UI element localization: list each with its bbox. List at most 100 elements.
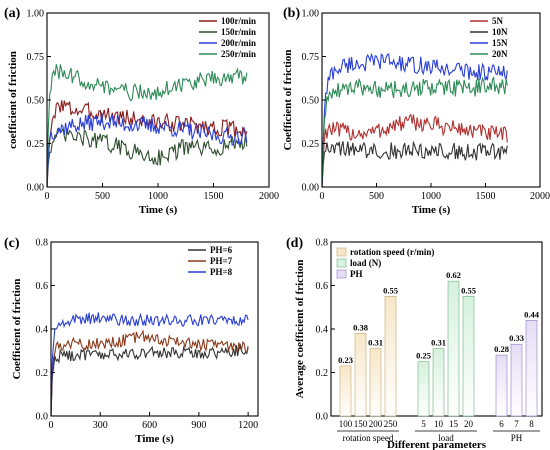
bar [384,296,397,417]
series-line-10N [321,140,508,188]
group-label: PH [511,433,523,443]
series-line-PH=6 [50,343,249,417]
bar [462,296,475,417]
bar-value-label: 0.62 [446,270,461,280]
bar [525,319,538,417]
y-tick-label: 1.00 [302,9,320,20]
y-tick-label: 0.75 [27,52,45,63]
legend-label: 100r/min [221,16,256,26]
y-tick-label: 0.00 [302,183,320,194]
x-tick-label: 1500 [204,191,224,202]
y-tick-label: 0.00 [27,183,45,194]
bar-value-label: 0.31 [368,338,383,348]
group-label: rotation speed [343,433,394,443]
panel-label: (a) [4,6,21,21]
x-category-label: 6 [499,419,504,429]
bar-value-label: 0.38 [353,322,368,332]
x-tick-label: 0 [45,191,50,202]
y-tick-label: 0.0 [316,412,329,423]
bar [447,280,460,417]
legend-label: PH=7 [210,256,233,266]
bar-value-label: 0.44 [524,309,540,319]
y-tick-label: 0.25 [27,139,45,150]
panel-label: (b) [283,6,300,21]
x-tick-label: 600 [142,420,157,431]
y-tick-label: 0.6 [36,281,49,292]
y-axis-title: Coefficient of friction [282,50,294,151]
y-tick-label: 0.50 [302,96,320,107]
bar-value-label: 0.33 [509,333,524,343]
x-tick-label: 0 [320,191,325,202]
panel-1: 0 500 1000 1500 2000 0.00 0.25 0.50 0.75 1.00 Time… [282,6,550,216]
group-label: load [438,433,454,443]
bar [354,333,367,417]
series-line-PH=8 [50,312,249,417]
legend-label: 5N [492,16,504,26]
bar [495,354,508,417]
panel-2: 0 300 600 900 1200 0.0 0.2 0.4 0.6 0.8 Time (s) Coe… [4,236,259,445]
x-tick-label: 300 [93,420,108,431]
y-axis-title: Average coefficient of friction [294,260,306,399]
bar-value-label: 0.23 [338,355,353,365]
x-category-label: 5 [421,419,426,429]
x-axis-title: Time (s) [139,204,178,216]
y-tick-label: 0.8 [36,238,49,249]
legend-label: PH [350,269,363,279]
x-tick-label: 1000 [421,191,441,202]
y-tick-label: 0.8 [316,238,329,249]
series-line-20N [321,76,508,188]
y-axis-title: Coefficient of friction [11,279,23,380]
x-category-label: 15 [449,419,459,429]
legend-label: 15N [492,38,508,48]
x-tick-label: 500 [369,191,384,202]
panel-0: 0 500 1000 1500 2000 0.00 0.25 0.50 0.75 1.00 Time… [4,6,279,216]
y-tick-label: 0.6 [316,281,329,292]
bar-value-label: 0.25 [416,351,431,361]
x-tick-label: 1500 [476,191,496,202]
legend-label: load (N) [350,258,381,268]
legend-label: 10N [492,27,508,37]
x-category-label: 7 [514,419,519,429]
x-tick-label: 1000 [148,191,168,202]
bar [510,343,523,417]
x-tick-label: 1200 [238,420,258,431]
y-tick-label: 0.4 [36,325,49,336]
y-axis-title: coefficient of friction [7,51,19,149]
series-line-200r/min [46,112,248,188]
panel-3: 0.0 0.2 0.4 0.6 0.8 0.23 100 0.38 150 0.31 200 0.55… [286,236,543,450]
legend-swatch [336,269,347,279]
x-tick-label: 900 [191,420,206,431]
series-line-15N [321,52,508,188]
x-category-label: 200 [369,419,383,429]
bar [369,348,382,417]
legend-label: PH=6 [210,245,233,255]
legend-label: 200r/min [221,38,256,48]
y-tick-label: 0.2 [316,368,329,379]
y-tick-label: 0.2 [36,368,49,379]
x-category-label: 20 [464,419,474,429]
y-tick-label: 0.0 [36,412,49,423]
y-tick-label: 0.4 [316,325,329,336]
bar-value-label: 0.55 [383,285,398,295]
bar [432,348,445,417]
bar-value-label: 0.28 [494,344,509,354]
x-tick-label: 500 [95,191,110,202]
x-category-label: 8 [529,419,534,429]
x-category-label: 100 [339,419,353,429]
legend-label: PH=8 [210,267,233,277]
series-line-150r/min [46,126,248,188]
legend-label: rotation speed (r/min) [350,247,434,257]
x-category-label: 250 [384,419,398,429]
y-tick-label: 0.75 [302,52,320,63]
y-tick-label: 0.25 [302,139,320,150]
legend-swatch [336,247,347,257]
series-line-100r/min [46,100,248,188]
y-tick-label: 0.50 [27,96,45,107]
x-category-label: 150 [354,419,368,429]
bar [339,365,352,417]
panel-label: (d) [286,236,303,251]
legend-label: 20N [492,49,508,59]
y-tick-label: 1.00 [27,9,45,20]
x-tick-label: 2000 [259,191,279,202]
